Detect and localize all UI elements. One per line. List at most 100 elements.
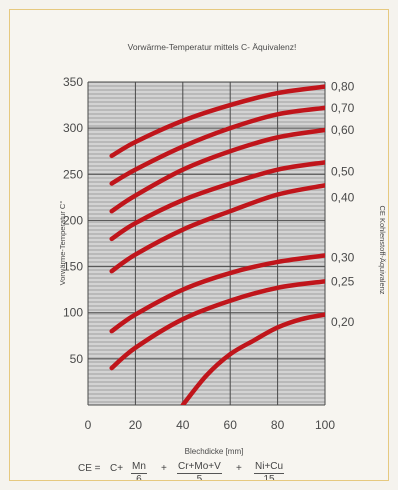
plot-stripe: [88, 371, 325, 373]
plot-stripe: [88, 331, 325, 333]
plot-stripe: [88, 271, 325, 273]
plot-stripe: [88, 251, 325, 253]
plot-stripe: [88, 171, 325, 173]
curves: [109, 84, 325, 405]
formula-plus-2: +: [236, 463, 242, 474]
ce-label: 0,60: [331, 123, 355, 137]
y-tick-label: 100: [63, 306, 83, 320]
plot-stripe: [88, 91, 325, 93]
ce-label: 0,80: [331, 80, 355, 94]
plot-stripe: [88, 347, 325, 349]
plot-stripe: [88, 395, 325, 397]
plot-stripe: [88, 151, 325, 153]
y-tick-label: 250: [63, 167, 83, 181]
plot-stripe: [88, 243, 325, 245]
plot-stripe: [88, 255, 325, 257]
plot-stripe: [88, 239, 325, 241]
y-axis-label: Vorwärme-Temperatur C°: [58, 201, 67, 286]
plot-stripe: [88, 267, 325, 269]
ce-label: 0,30: [331, 250, 355, 264]
plot-stripe: [88, 187, 325, 189]
mn-numerator: Mn: [131, 461, 147, 474]
x-tick-label: 100: [315, 418, 335, 432]
x-tick-labels: 0 20 40 60 80 100: [85, 418, 336, 432]
plot-stripe: [88, 295, 325, 297]
plot-stripe: [88, 115, 325, 117]
x-tick-label: 40: [176, 418, 190, 432]
plot-stripe: [88, 227, 325, 229]
ni-denominator: 15: [263, 474, 275, 480]
ce-curve-0-20: [180, 312, 325, 405]
plot-stripe: [88, 335, 325, 337]
plot-stripe: [88, 211, 325, 213]
plot-stripe: [88, 343, 325, 345]
plot-stripe: [88, 275, 325, 277]
y-tick-labels: 50 100 150 200 250 300 350: [63, 75, 83, 366]
cr-numerator: Cr+Mo+V: [177, 461, 222, 474]
y-tick-label: 50: [70, 352, 84, 366]
plot-stripe: [88, 203, 325, 205]
plot-stripe: [88, 99, 325, 101]
plot-stripe: [88, 379, 325, 381]
x-tick-label: 20: [129, 418, 143, 432]
plot-stripe: [88, 95, 325, 97]
ce-value-labels: 0,80 0,70 0,60 0,50 0,40 0,30 0,25 0,20: [331, 80, 355, 329]
y-tick-label: 350: [63, 75, 83, 89]
ce-curve-0-40: [109, 183, 325, 274]
y-tick-label: 150: [63, 260, 83, 274]
plot-stripe: [88, 263, 325, 265]
plot-stripe: [88, 287, 325, 289]
y-tick-label: 200: [63, 213, 83, 227]
formula-c-term: C+: [110, 463, 124, 474]
formula-ni-fraction: Ni+Cu 15: [254, 461, 285, 480]
y-tick-label: 300: [63, 121, 83, 135]
x-axis-label: Blechdicke [mm]: [185, 447, 244, 456]
plot-stripe: [88, 143, 325, 145]
plot-stripe: [88, 323, 325, 325]
plot-stripe: [88, 147, 325, 149]
plot-stripe: [88, 363, 325, 365]
plot-stripe: [88, 291, 325, 293]
plot-stripe: [88, 311, 325, 313]
plot-stripe: [88, 131, 325, 133]
plot-stripe: [88, 387, 325, 389]
plot-stripe: [88, 199, 325, 201]
plot-stripe: [88, 403, 325, 405]
ce-formula: CE = C+ Mn 6 + Cr+Mo+V 5 + Ni+Cu 15: [0, 459, 398, 490]
ce-label: 0,20: [331, 315, 355, 329]
ce-curve-0-25: [109, 279, 325, 371]
formula-mn-fraction: Mn 6: [131, 461, 147, 480]
ce-curve-0-70: [109, 105, 325, 186]
plot-stripe: [88, 355, 325, 357]
plot-stripe: [88, 123, 325, 125]
ce-label: 0,40: [331, 190, 355, 204]
plot-stripe: [88, 399, 325, 401]
x-tick-label: 0: [85, 418, 92, 432]
plot-stripe: [88, 195, 325, 197]
plot-stripe: [88, 207, 325, 209]
plot-stripe: [88, 167, 325, 169]
plot-stripe: [88, 359, 325, 361]
ce-curve-0-80: [109, 84, 325, 159]
ce-label: 0,70: [331, 101, 355, 115]
plot-stripe: [88, 179, 325, 181]
plot-stripe: [88, 163, 325, 165]
plot-stripe: [88, 319, 325, 321]
x-tick-label: 80: [271, 418, 285, 432]
plot-stripe: [88, 235, 325, 237]
plot-stripe: [88, 259, 325, 261]
plot-stripe: [88, 87, 325, 89]
plot-stripe: [88, 283, 325, 285]
plot-stripe: [88, 119, 325, 121]
plot-stripe: [88, 231, 325, 233]
ce-curve-0-50: [109, 160, 325, 242]
plot-stripe: [88, 107, 325, 109]
ce-label: 0,25: [331, 274, 355, 288]
plot-stripe: [88, 223, 325, 225]
plot-stripe: [88, 339, 325, 341]
plot-stripe: [88, 175, 325, 177]
ce-curve-0-60: [109, 127, 325, 214]
plot-stripe: [88, 299, 325, 301]
chart-title: Vorwärme-Temperatur mittels C- Äquivalen…: [128, 42, 297, 52]
